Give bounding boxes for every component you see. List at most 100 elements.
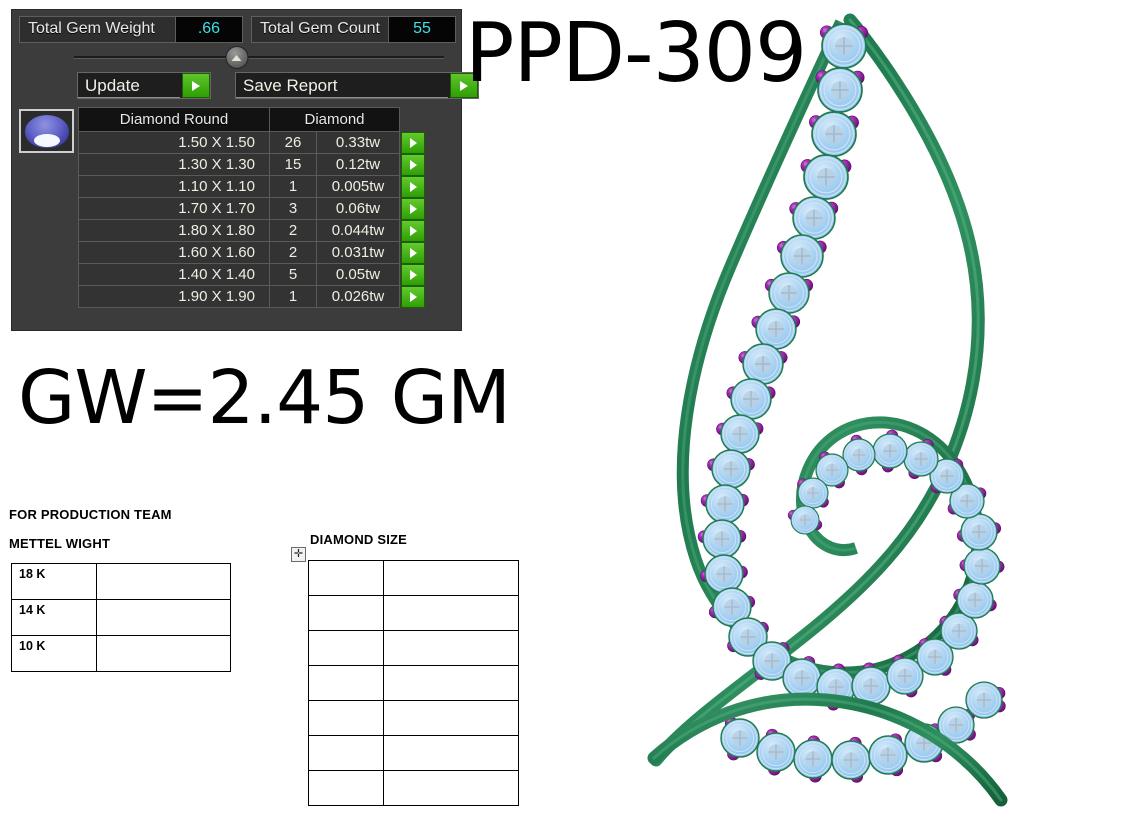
play-arrow-icon[interactable] xyxy=(401,153,425,176)
diamond-report-table: Diamond Round Diamond 1.50 X 1.50 26 0.33t… xyxy=(78,107,426,308)
cell-diamond-weight: 0.031tw xyxy=(316,241,400,264)
cell-diamond-weight: 0.026tw xyxy=(316,285,400,308)
cell-diamond-weight: 0.005tw xyxy=(316,175,400,198)
report-area: Diamond Round Diamond 1.50 X 1.50 26 0.33t… xyxy=(19,107,456,308)
cell-diamond-size-right[interactable] xyxy=(383,665,519,701)
cell-diamond-count: 3 xyxy=(269,197,317,220)
table-row xyxy=(308,630,519,666)
cell-diamond-weight: 0.05tw xyxy=(316,263,400,286)
gem-thumbnail-icon[interactable] xyxy=(19,109,74,153)
table-move-handle-icon[interactable]: ✛ xyxy=(291,547,306,562)
cell-diamond-size-right[interactable] xyxy=(383,560,519,596)
update-button-label: Update xyxy=(78,74,180,98)
cell-diamond-size-right[interactable] xyxy=(383,700,519,736)
cell-karat-value[interactable] xyxy=(96,599,231,636)
cell-diamond-count: 5 xyxy=(269,263,317,286)
cell-diamond-weight: 0.12tw xyxy=(316,153,400,176)
cell-diamond-count: 15 xyxy=(269,153,317,176)
panel-collapse-strip xyxy=(19,46,454,69)
table-row: 18 K xyxy=(11,563,231,600)
play-arrow-icon[interactable] xyxy=(401,285,425,308)
cell-diamond-count: 1 xyxy=(269,175,317,198)
play-arrow-icon[interactable] xyxy=(401,131,425,154)
table-row: 1.50 X 1.50 26 0.33tw xyxy=(78,131,426,154)
mettel-weight-table: 18 K 14 K 10 K xyxy=(11,563,231,672)
cell-diamond-count: 26 xyxy=(269,131,317,154)
save-report-button-label: Save Report xyxy=(236,74,448,98)
mettel-weight-heading: METTEL WIGHT xyxy=(9,536,111,551)
total-gem-weight-label: Total Gem Weight xyxy=(20,17,176,42)
totals-row: Total Gem Weight .66 Total Gem Count 55 xyxy=(19,16,456,43)
cell-diamond-size: 1.60 X 1.60 xyxy=(78,241,270,264)
play-arrow-icon[interactable] xyxy=(450,73,478,98)
total-gem-weight-field: Total Gem Weight .66 xyxy=(19,16,243,43)
cell-diamond-size-left[interactable] xyxy=(308,630,384,666)
table-row xyxy=(308,560,519,596)
divider-line xyxy=(74,56,444,59)
diamond-size-table xyxy=(308,560,519,806)
cell-diamond-size: 1.30 X 1.30 xyxy=(78,153,270,176)
cell-karat-value[interactable] xyxy=(96,635,231,672)
cell-diamond-weight: 0.33tw xyxy=(316,131,400,154)
table-row xyxy=(308,770,519,806)
diamond-size-heading: DIAMOND SIZE xyxy=(310,532,408,547)
cell-diamond-size-right[interactable] xyxy=(383,735,519,771)
cell-karat: 14 K xyxy=(11,599,97,636)
table-row xyxy=(308,735,519,771)
table-row: 1.40 X 1.40 5 0.05tw xyxy=(78,263,426,286)
gem-glyph xyxy=(24,114,69,148)
save-report-button[interactable]: Save Report xyxy=(235,72,479,99)
play-arrow-icon[interactable] xyxy=(401,219,425,242)
cell-diamond-count: 2 xyxy=(269,241,317,264)
chevron-up-icon[interactable] xyxy=(225,46,248,69)
table-row: 1.10 X 1.10 1 0.005tw xyxy=(78,175,426,198)
cell-diamond-size-left[interactable] xyxy=(308,560,384,596)
column-header-diamond: Diamond xyxy=(269,107,400,132)
cell-diamond-size-left[interactable] xyxy=(308,595,384,631)
cell-diamond-size: 1.50 X 1.50 xyxy=(78,131,270,154)
cell-diamond-size-right[interactable] xyxy=(383,630,519,666)
total-gem-count-label: Total Gem Count xyxy=(251,17,389,42)
play-arrow-icon[interactable] xyxy=(401,197,425,220)
table-row xyxy=(308,700,519,736)
cell-karat: 18 K xyxy=(11,563,97,600)
table-row xyxy=(308,595,519,631)
cell-diamond-size-right[interactable] xyxy=(383,770,519,806)
command-button-row: Update Save Report xyxy=(77,72,479,99)
table-row: 10 K xyxy=(11,635,231,672)
play-arrow-icon[interactable] xyxy=(401,175,425,198)
play-arrow-icon[interactable] xyxy=(401,263,425,286)
update-button[interactable]: Update xyxy=(77,72,211,99)
cell-diamond-count: 2 xyxy=(269,219,317,242)
cell-diamond-size-left[interactable] xyxy=(308,770,384,806)
cell-diamond-size-left[interactable] xyxy=(308,700,384,736)
cell-diamond-weight: 0.06tw xyxy=(316,197,400,220)
table-row: 1.70 X 1.70 3 0.06tw xyxy=(78,197,426,220)
play-arrow-icon[interactable] xyxy=(401,241,425,264)
cell-diamond-size-left[interactable] xyxy=(308,735,384,771)
cell-diamond-count: 1 xyxy=(269,285,317,308)
cell-diamond-size: 1.90 X 1.90 xyxy=(78,285,270,308)
column-header-diamond-round: Diamond Round xyxy=(78,107,270,132)
cell-diamond-size: 1.80 X 1.80 xyxy=(78,219,270,242)
table-row xyxy=(308,665,519,701)
cell-karat-value[interactable] xyxy=(96,563,231,600)
gem-report-panel: Total Gem Weight .66 Total Gem Count 55 … xyxy=(11,9,479,331)
cell-diamond-size-left[interactable] xyxy=(308,665,384,701)
total-gem-count-value: 55 xyxy=(389,17,455,42)
table-row: 1.30 X 1.30 15 0.12tw xyxy=(78,153,426,176)
cell-diamond-weight: 0.044tw xyxy=(316,219,400,242)
cell-diamond-size: 1.10 X 1.10 xyxy=(78,175,270,198)
table-row: 1.90 X 1.90 1 0.026tw xyxy=(78,285,426,308)
total-gem-weight-value: .66 xyxy=(175,17,242,42)
cell-diamond-size-right[interactable] xyxy=(383,595,519,631)
spiral-teardrop-pendant-render xyxy=(636,0,1131,822)
table-row: 14 K xyxy=(11,599,231,636)
total-gem-count-field: Total Gem Count 55 xyxy=(250,16,456,43)
play-arrow-icon[interactable] xyxy=(182,73,210,98)
table-row: 1.80 X 1.80 2 0.044tw xyxy=(78,219,426,242)
cell-karat: 10 K xyxy=(11,635,97,672)
pendant-svg xyxy=(647,0,1131,807)
cell-diamond-size: 1.70 X 1.70 xyxy=(78,197,270,220)
table-row: 1.60 X 1.60 2 0.031tw xyxy=(78,241,426,264)
